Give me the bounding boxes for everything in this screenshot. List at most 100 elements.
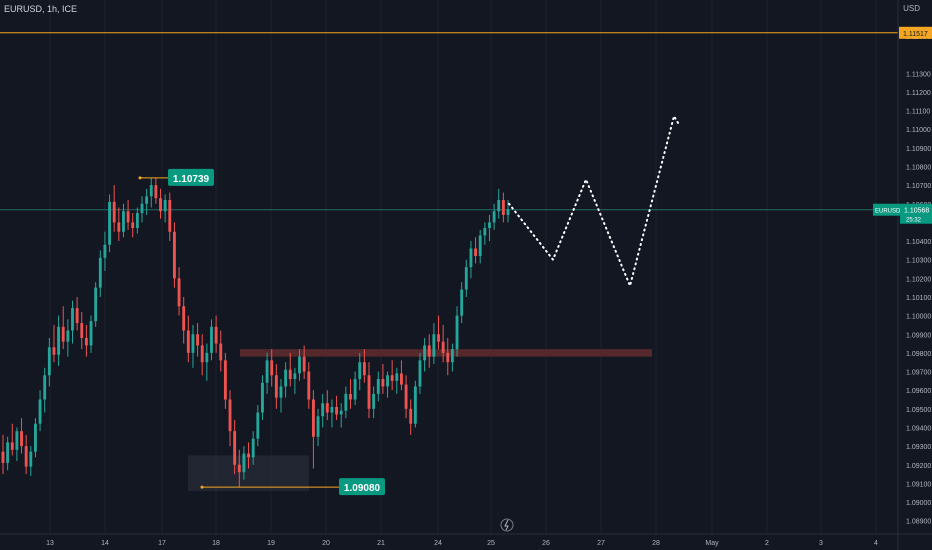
candle-body [57,326,61,355]
candle-body [237,464,241,473]
candle-body [214,326,218,344]
candle-body [177,278,181,307]
current-price-tag [900,203,932,224]
candle-body [464,267,468,290]
candle-body [196,334,200,346]
candle-body [362,362,366,376]
price-tick-label: 1.10000 [906,314,931,321]
candle-body [492,211,496,223]
price-tick-label: 1.10200 [906,276,931,283]
resistance-zone [240,349,652,357]
candle-body [205,352,209,363]
candle-body [288,369,292,379]
candle-body [228,399,232,432]
price-tick-label: 1.10100 [906,295,931,302]
price-tick-label: 1.09600 [906,388,931,395]
price-tick-label: 1.11000 [906,127,931,134]
price-tick-label: 1.11100 [906,109,930,116]
candle-body [400,373,403,385]
current-price-text: 1.10568 [904,208,929,215]
candle-body [182,306,186,331]
projection-path [508,113,681,289]
candle-body [210,326,213,353]
candle-body [159,198,162,212]
candle-body [47,347,51,376]
candle-body [474,248,478,256]
candle-body [469,248,473,268]
candle-body [52,347,56,355]
horizontal-lines [0,32,898,211]
time-tick-label: 24 [434,540,442,547]
candle-body [311,399,315,437]
time-tick-label: 13 [46,540,54,547]
time-tick-label: 17 [158,540,166,547]
candle-body [423,345,427,361]
candle-body [274,375,278,398]
candle-body [223,360,227,400]
candle-body [395,373,399,381]
annotations: 1.10739 1.09080 [138,168,385,496]
candle-body [497,200,501,212]
candle-body [122,211,125,232]
candle-body [75,308,79,324]
candle-body [386,375,389,387]
candle-body [339,410,343,415]
time-tick-label: 20 [322,540,330,547]
price-tick-label: 1.09400 [906,425,931,432]
replay-icon-circle [500,518,514,532]
high-price-text: 1.10739 [173,174,210,185]
high-marker-dot [138,176,142,180]
candle-body [191,334,195,353]
candle-body [335,406,339,415]
candle-body [302,356,306,372]
price-tick-label: 1.10300 [906,258,931,265]
candle-body [219,343,223,361]
candle-body [404,384,408,409]
candle-body [6,442,10,463]
time-tick-label: 2 [765,540,769,547]
replay-icon[interactable] [500,518,514,532]
time-tick-label: 21 [377,540,385,547]
time-tick-label: 27 [597,540,605,547]
time-tick-label: 25 [487,540,495,547]
candles [1,177,510,488]
price-tick-label: 1.10900 [906,146,931,153]
candle-body [488,222,491,228]
candle-body [126,211,130,223]
candle-body [478,235,482,256]
price-tick-label: 1.09200 [906,463,931,470]
candle-body [506,209,510,215]
price-tick-label: 1.09800 [906,351,931,358]
candle-body [390,375,394,381]
candle-body [437,334,440,342]
time-tick-label: 3 [819,540,823,547]
time-tick-label: 4 [874,540,878,547]
current-symbol-text: EURUSD [875,209,901,215]
time-axis[interactable]: 13 14 17 18 19 20 21 24 25 26 27 28 May 2 3 4 [0,533,932,547]
candle-body [409,408,413,424]
candle-body [172,231,176,279]
candle-body [307,371,311,400]
price-axis[interactable]: 1.115001.113001.112001.111001.110001.109… [873,0,932,550]
candle-body [381,378,385,387]
candle-body [427,345,431,357]
candle-body [265,360,269,383]
candle-body [349,393,352,400]
candle-body [316,416,320,437]
time-tick-label: 28 [652,540,660,547]
candle-body [284,369,288,387]
candle-body [43,375,47,400]
candle-body [358,362,362,379]
candle-body [418,360,422,387]
price-tick-label: 1.10800 [906,164,931,171]
price-tick-label: 1.10700 [906,183,931,190]
candle-body [117,222,121,232]
candle-body [298,356,301,374]
candle-body [15,431,19,450]
candle-body [168,200,172,232]
candle-body [80,323,84,338]
price-tick-label: 1.09300 [906,444,931,451]
low-price-label [339,478,385,496]
time-tick-label: 19 [267,540,275,547]
candle-body [293,373,297,379]
